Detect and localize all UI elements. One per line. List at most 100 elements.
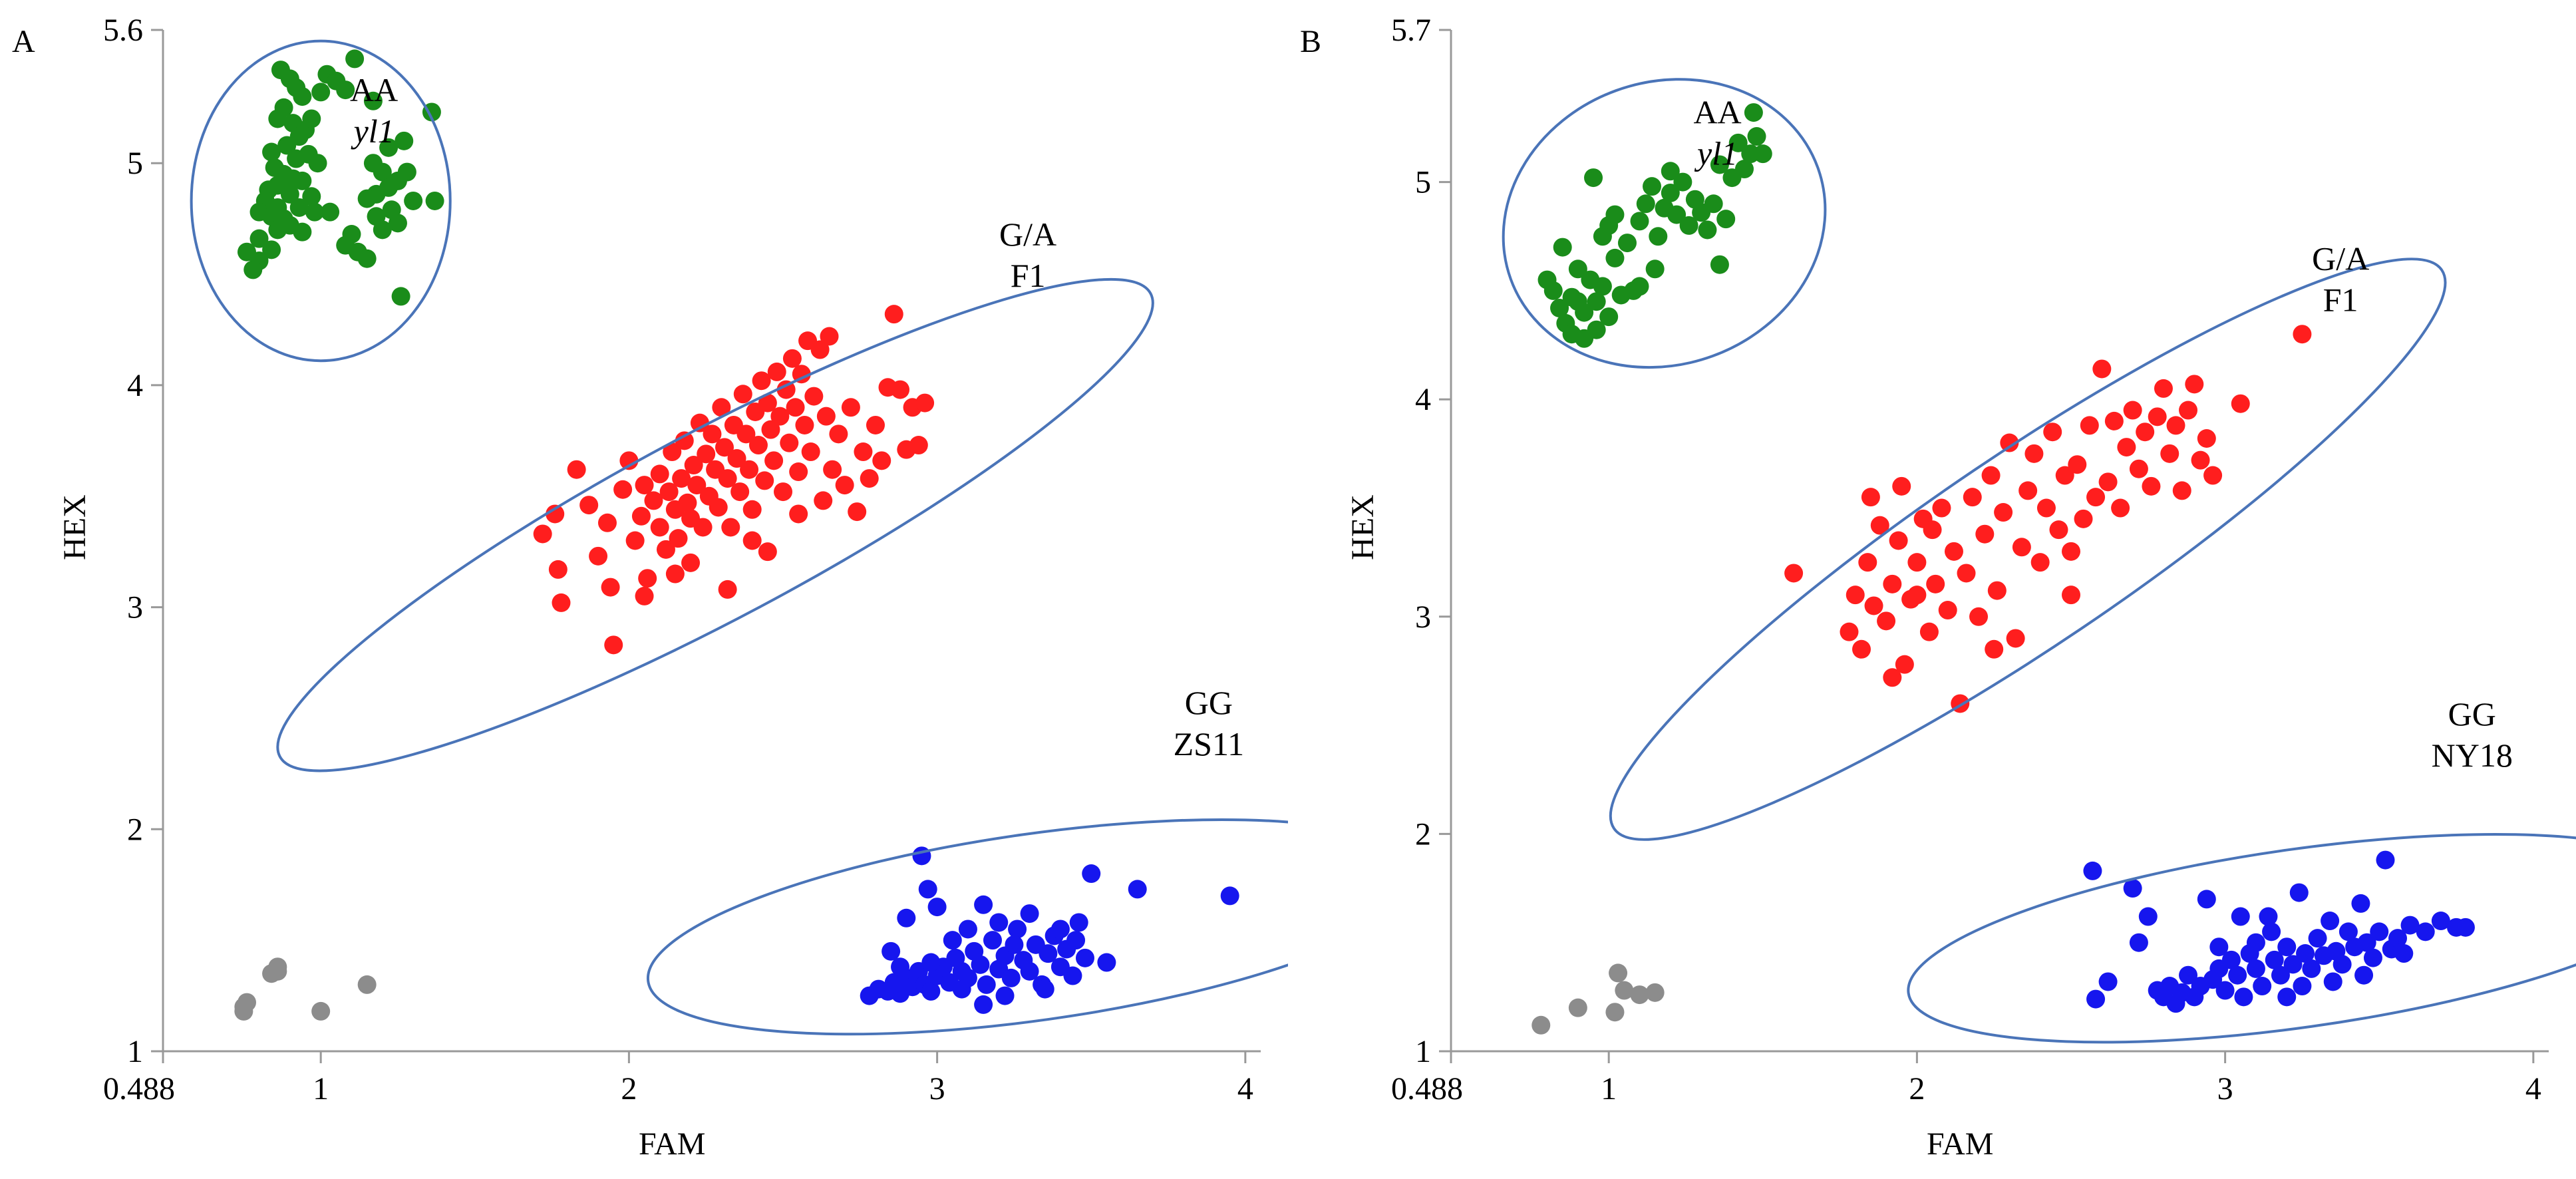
aa-point (1645, 259, 1665, 279)
ga-point (752, 371, 771, 391)
ga-point (742, 500, 762, 519)
aa-point (373, 220, 392, 240)
gg-point (2234, 987, 2253, 1007)
gg-point (2265, 950, 2284, 969)
gg-point (2456, 918, 2475, 937)
aa-point (249, 229, 269, 248)
gg-point (2321, 912, 2340, 931)
x-tick-label: 1 (1601, 1071, 1617, 1106)
aa-point (293, 222, 312, 242)
ga-point (2055, 466, 2074, 485)
ga-point (1892, 476, 1911, 496)
aa-point (293, 171, 312, 190)
gg-point (2123, 879, 2142, 898)
aa-point (1661, 183, 1680, 202)
aa-point (1704, 194, 1723, 214)
ga-point (761, 420, 780, 439)
ga-point (2148, 407, 2167, 426)
gg-point (2376, 850, 2395, 870)
blank-point (1531, 1015, 1551, 1035)
ga-point (1858, 553, 1877, 572)
aa-point (357, 189, 377, 208)
x-tick-label: 3 (2217, 1071, 2233, 1106)
gg-point (1020, 961, 1039, 981)
aa-point (262, 142, 281, 162)
y-tick-label: 4 (1415, 382, 1431, 417)
gg-point (1128, 880, 1147, 899)
ga-point (631, 506, 651, 526)
aa-point (1593, 227, 1612, 246)
ga-point (2160, 444, 2179, 463)
blank-point (311, 1001, 331, 1021)
gg-point (1020, 904, 1039, 924)
cluster-label-gg: GG (2448, 695, 2496, 733)
cluster-label-aa: yl1 (351, 112, 395, 150)
ga-point (567, 460, 586, 479)
ga-point (625, 531, 645, 550)
aa-point (363, 91, 383, 110)
gg-point (2083, 861, 2102, 880)
gg-point (2333, 955, 2352, 974)
ga-point (748, 436, 768, 455)
aa-point (345, 49, 365, 69)
y-tick-label: 5 (1415, 165, 1431, 200)
aa-point (302, 109, 321, 128)
ga-point (703, 424, 722, 444)
ga-point (789, 504, 808, 524)
gg-point (1005, 935, 1024, 954)
ga-point (795, 415, 814, 434)
gg-point (912, 846, 931, 866)
ga-point (786, 398, 805, 417)
aa-point (1584, 168, 1603, 188)
blank-point (1645, 983, 1665, 1002)
ga-point (721, 518, 740, 537)
aa-point (1605, 205, 1625, 224)
ga-point (835, 476, 854, 495)
ga-point (1981, 466, 2001, 485)
gg-point (2138, 907, 2158, 926)
cluster-label-aa: AA (1693, 94, 1741, 131)
aa-point (1734, 160, 1754, 179)
ga-point (742, 531, 762, 550)
aa-point (357, 249, 377, 268)
ga-point (884, 305, 903, 324)
ga-point (1975, 524, 1995, 544)
ga-point (552, 593, 571, 612)
ga-point (909, 436, 928, 455)
cluster-label-gg: ZS11 (1174, 725, 1245, 762)
ga-point (684, 456, 703, 475)
ga-point (776, 380, 796, 399)
ga-point (810, 340, 830, 359)
ga-point (1932, 498, 1951, 518)
ga-point (792, 365, 811, 384)
aa-point (379, 138, 399, 157)
ga-point (2049, 520, 2068, 540)
ga-point (2030, 553, 2050, 572)
gg-point (971, 955, 990, 974)
ga-point (816, 407, 836, 426)
gg-point (983, 931, 1002, 950)
ga-point (2092, 359, 2112, 379)
gg-point (1220, 886, 1239, 906)
aa-point (1710, 255, 1729, 274)
ga-point (619, 451, 639, 470)
ga-point (2136, 422, 2155, 442)
ga-point (1846, 586, 1865, 605)
ga-point (1944, 542, 1963, 561)
blank-point (1605, 1003, 1625, 1022)
gg-point (995, 986, 1015, 1005)
ga-point (635, 476, 654, 495)
aa-point (262, 240, 281, 259)
ga-point (1923, 520, 1942, 540)
ga-point (1784, 564, 1804, 583)
ga-point (681, 553, 701, 572)
x-axis-title: FAM (1927, 1126, 1993, 1162)
aa-point (268, 109, 287, 128)
gg-point (1082, 864, 1101, 884)
gg-point (1050, 920, 1070, 939)
ga-point (2024, 444, 2044, 463)
gg-point (1008, 920, 1027, 939)
ga-point (758, 542, 777, 562)
ga-point (2154, 379, 2173, 398)
aa-point (1617, 234, 1637, 253)
